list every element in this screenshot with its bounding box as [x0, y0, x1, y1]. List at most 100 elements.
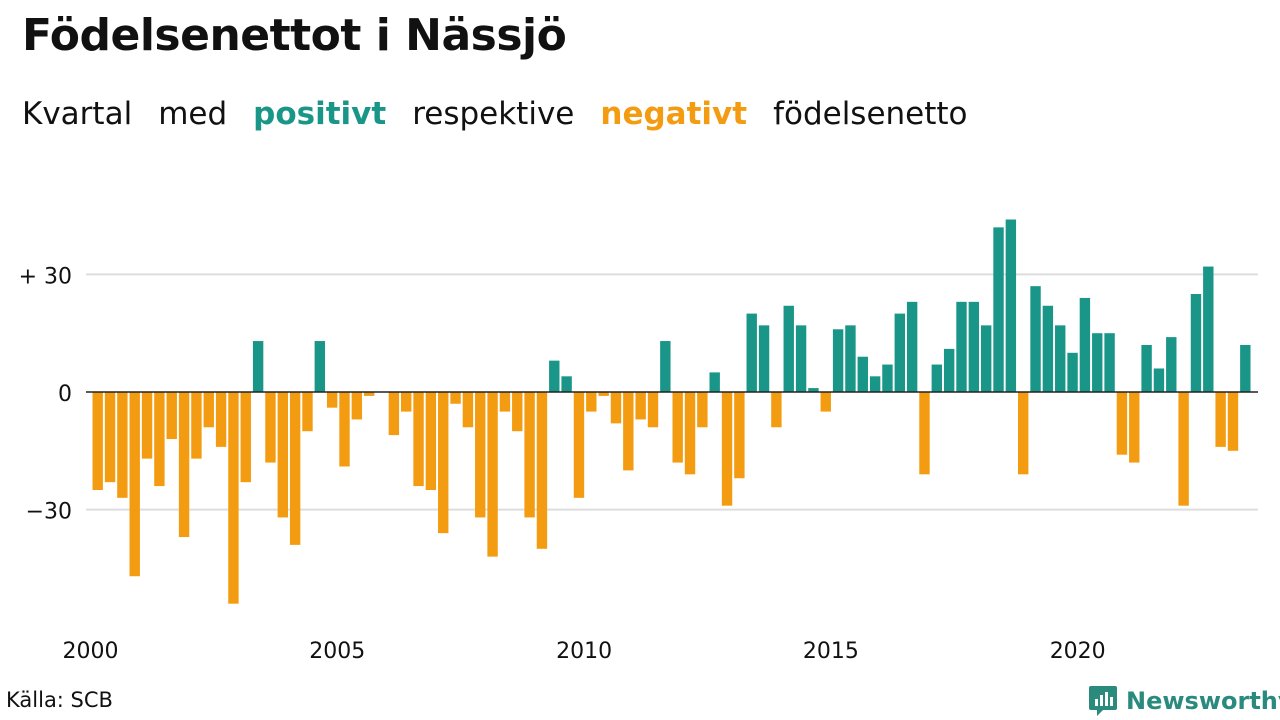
bar — [647, 392, 659, 428]
subtitle-positive-label: positivt — [253, 96, 387, 132]
bar — [697, 392, 708, 428]
source-note: Källa: SCB — [6, 688, 113, 712]
bar — [709, 372, 720, 392]
bar — [499, 392, 511, 412]
bar — [388, 392, 400, 436]
bar — [450, 392, 461, 404]
bar — [635, 392, 646, 420]
bar — [943, 348, 955, 392]
x-tick-label: 2000 — [63, 639, 119, 664]
bar — [117, 392, 128, 498]
bar — [1153, 368, 1165, 392]
bar — [475, 392, 486, 518]
bar — [771, 392, 782, 428]
subtitle-word-kvartal: Kvartal — [22, 96, 133, 132]
x-tick-label: 2005 — [309, 639, 365, 664]
bar — [586, 392, 597, 412]
bar — [1129, 392, 1140, 463]
bar — [956, 301, 967, 392]
y-tick-label: + 30 — [19, 264, 72, 289]
bar — [734, 392, 745, 479]
bar — [857, 356, 868, 392]
bar — [413, 392, 424, 487]
x-tick-label: 2020 — [1050, 639, 1106, 664]
subtitle-negative-label: negativt — [600, 96, 748, 132]
bar — [1141, 344, 1152, 392]
bar — [931, 364, 943, 392]
bar — [425, 392, 437, 490]
bar — [610, 392, 622, 424]
bar — [1190, 294, 1202, 392]
bar — [1079, 297, 1091, 392]
bar — [326, 392, 338, 408]
bar — [919, 392, 930, 475]
bar — [228, 392, 239, 604]
chart-subtitle: Kvartal med positivt respektive negativt föde… — [22, 96, 994, 132]
bar — [758, 325, 770, 392]
bar — [561, 376, 572, 392]
subtitle-word-med: med — [158, 96, 228, 132]
bar — [1018, 392, 1029, 475]
bar — [252, 341, 264, 392]
bar — [351, 392, 363, 420]
bar — [438, 392, 449, 534]
bar — [104, 392, 116, 483]
newsworthy-logo-icon — [1089, 686, 1117, 716]
bar — [524, 392, 535, 518]
bar — [795, 325, 807, 392]
bar — [672, 392, 683, 463]
bar — [1030, 286, 1041, 392]
bar — [721, 392, 733, 506]
bar — [808, 388, 819, 392]
bar — [993, 227, 1004, 392]
bar — [166, 392, 177, 440]
brand-name: Newsworthy — [1126, 687, 1280, 715]
bar — [462, 392, 474, 428]
bar — [1092, 333, 1103, 392]
bar — [968, 301, 980, 392]
bar — [869, 376, 881, 392]
bar — [1055, 325, 1066, 392]
bar — [363, 392, 375, 396]
bar — [92, 392, 103, 490]
bar — [401, 392, 412, 412]
bar — [573, 392, 585, 498]
bar — [1116, 392, 1128, 455]
bar — [845, 325, 856, 392]
bar — [178, 392, 190, 538]
bar — [1240, 344, 1251, 392]
bar — [339, 392, 350, 467]
chart-title: Födelsenettot i Nässjö — [22, 10, 567, 61]
brand-logo: Newsworthy — [1088, 684, 1280, 718]
bar — [265, 392, 276, 463]
x-tick-label: 2015 — [803, 639, 859, 664]
bar — [1005, 219, 1017, 392]
bar — [129, 392, 140, 577]
bar — [1042, 305, 1054, 392]
bar — [820, 392, 831, 412]
bar — [1178, 392, 1189, 506]
y-tick-label: 0 — [58, 382, 72, 407]
bar — [1227, 392, 1239, 451]
bar — [906, 301, 918, 392]
bar — [277, 392, 288, 518]
bar — [894, 313, 905, 392]
y-tick-label: −30 — [26, 500, 72, 525]
bar — [536, 392, 548, 549]
bar — [302, 392, 313, 432]
bar — [203, 392, 214, 428]
bar — [1203, 266, 1214, 392]
bar — [832, 329, 844, 392]
bar — [512, 392, 523, 432]
bar — [623, 392, 634, 471]
bar — [191, 392, 202, 459]
bar — [660, 341, 671, 392]
bar — [882, 364, 893, 392]
bar — [289, 392, 301, 545]
bar — [783, 305, 794, 392]
subtitle-word-fodelsenetto: födelsenetto — [773, 96, 968, 132]
bar — [598, 392, 609, 396]
bar — [549, 360, 560, 392]
bar — [487, 392, 498, 557]
